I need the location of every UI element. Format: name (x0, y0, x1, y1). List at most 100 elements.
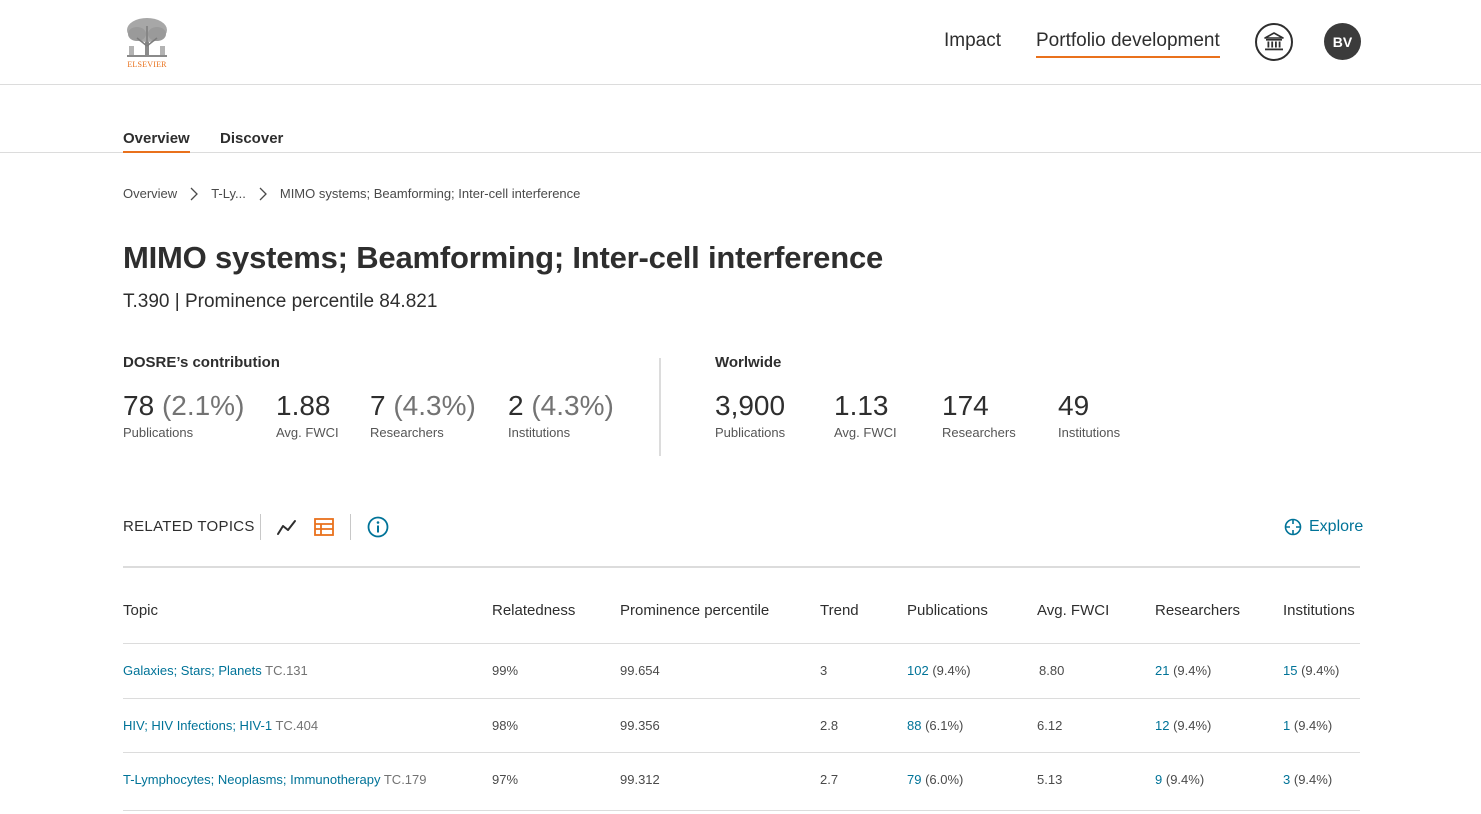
fwci-cell: 8.80 (1039, 663, 1065, 678)
metric-label: Institutions (508, 425, 571, 440)
institution-icon (1264, 32, 1284, 51)
worldwide-fwci: 1.13 Avg. FWCI (834, 390, 897, 440)
page-subtitle: T.390 | Prominence percentile 84.821 (123, 291, 438, 312)
relatedness-cell: 98% (492, 718, 519, 733)
prominence-cell: 99.356 (620, 718, 660, 733)
institutions-percent: (9.4%) (1293, 718, 1333, 733)
institutions-percent: (9.4%) (1301, 663, 1340, 678)
breadcrumb-topic-cluster[interactable]: T-Ly... (211, 186, 246, 201)
metric-percent: (4.3%) (531, 390, 614, 421)
metric-label: Researchers (942, 425, 1016, 440)
column-header[interactable]: Trend (820, 602, 859, 619)
worldwide-institutions: 49 Institutions (1058, 390, 1120, 440)
researchers-link[interactable]: 12 (1155, 718, 1170, 733)
table-row: Galaxies; Stars; Planets TC.131 99% 99.6… (123, 643, 1360, 698)
worldwide-researchers: 174 Researchers (942, 390, 1016, 440)
column-header[interactable]: Institutions (1283, 602, 1355, 619)
column-header[interactable]: Publications (907, 602, 988, 619)
topic-code: TC.404 (275, 718, 319, 733)
researchers-percent: (9.4%) (1165, 772, 1205, 787)
page-title: MIMO systems; Beamforming; Inter-cell in… (123, 240, 884, 275)
metric-label: Researchers (370, 425, 444, 440)
logo-text: ELSEVIER (127, 60, 167, 69)
tab-discover[interactable]: Discover (220, 130, 284, 147)
publications-link[interactable]: 102 (907, 663, 929, 678)
toolbar-divider (350, 514, 351, 540)
table-row: T-Lymphocytes; Neoplasms; Immunotherapy … (123, 752, 1360, 807)
institutions-link[interactable]: 1 (1283, 718, 1291, 733)
contribution-fwci: 1.88 Avg. FWCI (276, 390, 339, 440)
topic-link[interactable]: T-Lymphocytes; Neoplasms; Immunotherapy (123, 772, 381, 787)
researchers-link[interactable]: 21 (1155, 663, 1170, 678)
toolbar-divider (260, 514, 261, 540)
user-avatar[interactable]: BV (1324, 23, 1361, 60)
trend-cell: 2.8 (820, 718, 839, 733)
contribution-institutions: 2 (4.3%) Institutions (508, 390, 614, 440)
tree-logo-icon (127, 18, 167, 57)
metrics-divider (659, 358, 661, 456)
column-header[interactable]: Researchers (1155, 602, 1241, 619)
contribution-publications: 78 (2.1%) Publications (123, 390, 244, 440)
relatedness-cell: 99% (492, 663, 519, 678)
table-row: HIV; HIV Infections; HIV-1 TC.404 98% 99… (123, 698, 1360, 753)
topic-code: TC.179 (383, 772, 427, 787)
worldwide-label: Worlwide (715, 354, 782, 371)
crosshair-icon (1284, 518, 1302, 536)
trend-cell: 2.7 (820, 772, 839, 787)
metric-percent: (2.1%) (161, 390, 245, 421)
prominence-cell: 99.654 (620, 663, 660, 678)
metric-label: Publications (715, 425, 786, 440)
institution-button[interactable] (1255, 23, 1293, 61)
column-header[interactable]: Prominence percentile (620, 602, 770, 619)
fwci-cell: 5.13 (1037, 772, 1063, 787)
chevron-right-icon (258, 187, 268, 201)
topic-code: TC.131 (265, 663, 308, 678)
column-header[interactable]: Topic (123, 602, 159, 619)
metric-value: 7 (370, 390, 386, 421)
metric-value: 2 (508, 390, 524, 421)
nav-impact[interactable]: Impact (944, 30, 1002, 51)
metric-value: 49 (1058, 390, 1090, 421)
metric-label: Avg. FWCI (834, 425, 897, 440)
metric-value: 1.13 (834, 390, 889, 421)
column-header[interactable]: Avg. FWCI (1037, 602, 1110, 619)
breadcrumb-overview[interactable]: Overview (123, 186, 178, 201)
institutions-link[interactable]: 15 (1283, 663, 1298, 678)
column-header[interactable]: Relatedness (492, 602, 576, 619)
publications-percent: (9.4%) (932, 663, 971, 678)
topic-link[interactable]: Galaxies; Stars; Planets (123, 663, 262, 678)
chart-view-icon[interactable] (276, 516, 298, 538)
related-topics-label: RELATED TOPICS (123, 518, 255, 535)
institutions-link[interactable]: 3 (1283, 772, 1291, 787)
subtabs: Overview Discover (0, 100, 1481, 153)
publications-link[interactable]: 79 (907, 772, 922, 787)
contribution-label: DOSRE’s contribution (123, 354, 280, 371)
contribution-researchers: 7 (4.3%) Researchers (370, 390, 476, 440)
metric-value: 3,900 (715, 390, 786, 421)
metric-label: Publications (123, 425, 194, 440)
explore-label: Explore (1309, 518, 1364, 535)
fwci-cell: 6.12 (1037, 718, 1063, 733)
relatedness-cell: 97% (492, 772, 519, 787)
topic-link[interactable]: HIV; HIV Infections; HIV-1 (123, 718, 273, 733)
table-view-icon[interactable] (313, 516, 335, 538)
worldwide-publications: 3,900 Publications (715, 390, 785, 440)
info-icon[interactable] (367, 516, 389, 538)
researchers-percent: (9.4%) (1173, 718, 1212, 733)
breadcrumb-current: MIMO systems; Beamforming; Inter-cell in… (279, 186, 581, 201)
chevron-right-icon (189, 187, 199, 201)
metric-label: Institutions (1058, 425, 1121, 440)
metric-value: 1.88 (276, 390, 331, 421)
tab-overview[interactable]: Overview (123, 130, 190, 153)
trend-cell: 3 (820, 663, 828, 678)
elsevier-logo[interactable]: ELSEVIER (123, 16, 171, 70)
metric-percent: (4.3%) (393, 390, 476, 421)
researchers-link[interactable]: 9 (1155, 772, 1163, 787)
table-header: Topic Relatedness Prominence percentile … (123, 602, 1360, 644)
institutions-percent: (9.4%) (1293, 772, 1333, 787)
breadcrumb: Overview T-Ly... MIMO systems; Beamformi… (123, 186, 580, 201)
publications-percent: (6.1%) (925, 718, 964, 733)
explore-button[interactable]: Explore (1284, 518, 1363, 536)
nav-portfolio-development[interactable]: Portfolio development (1036, 30, 1220, 58)
publications-link[interactable]: 88 (907, 718, 922, 733)
